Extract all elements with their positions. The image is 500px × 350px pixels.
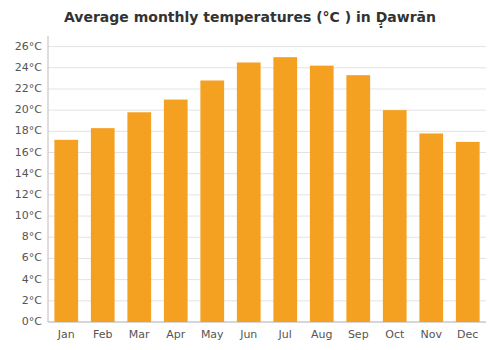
bar [200, 80, 224, 322]
x-axis: Jan Feb Mar Apr May Jun Jul Aug Sep Oct Nov Dec [57, 328, 479, 341]
y-tick-label: 18°C [15, 124, 42, 137]
bar [383, 110, 407, 322]
y-tick-label: 12°C [15, 188, 42, 201]
x-tick-label: Jun [239, 328, 257, 341]
x-tick-label: May [201, 328, 224, 341]
y-tick-label: 6°C [22, 251, 42, 264]
x-tick-label: Nov [421, 328, 443, 341]
y-tick-label: 14°C [15, 167, 42, 180]
y-tick-label: 8°C [22, 230, 42, 243]
x-tick-label: Mar [129, 328, 150, 341]
bar [164, 100, 188, 322]
y-tick-label: 22°C [15, 82, 42, 95]
x-tick-label: Oct [385, 328, 405, 341]
grid-line [48, 46, 486, 47]
y-tick-label: 26°C [15, 40, 42, 53]
bar [419, 133, 443, 322]
y-tick-label: 10°C [15, 209, 42, 222]
y-tick-label: 2°C [22, 294, 42, 307]
bar [127, 112, 151, 322]
x-tick-label: Jul [278, 328, 292, 341]
bar [456, 142, 480, 322]
x-tick-label: Feb [93, 328, 112, 341]
x-tick-label: Sep [348, 328, 369, 341]
x-tick-label: Apr [166, 328, 186, 341]
bar [237, 62, 261, 322]
grid-line [48, 88, 486, 89]
grid [48, 47, 486, 322]
bar [273, 57, 297, 322]
title: Average monthly temperatures (°C ) in Ḑ̣… [64, 9, 436, 28]
chart: Average monthly temperatures (°C ) in Ḑ̣… [0, 0, 500, 350]
x-tick-label: Jan [57, 328, 75, 341]
y-axis: 0°C 2°C 4°C 6°C 8°C 10°C 12°C 14°C 16°C 18°C 20°C 2… [15, 36, 48, 328]
bar [346, 75, 370, 322]
grid-line [48, 110, 486, 111]
y-tick-label: 24°C [15, 61, 42, 74]
bar [91, 128, 115, 322]
bars [54, 57, 479, 322]
y-tick-label: 4°C [22, 273, 42, 286]
y-tick-label: 20°C [15, 103, 42, 116]
x-tick-label: Dec [457, 328, 478, 341]
bar [54, 140, 78, 322]
x-tick-label: Aug [311, 328, 332, 341]
bar [310, 66, 334, 322]
grid-line [48, 67, 486, 68]
y-tick-label: 16°C [15, 146, 42, 159]
y-axis-line [48, 36, 49, 322]
y-tick-label: 0°C [22, 315, 42, 328]
